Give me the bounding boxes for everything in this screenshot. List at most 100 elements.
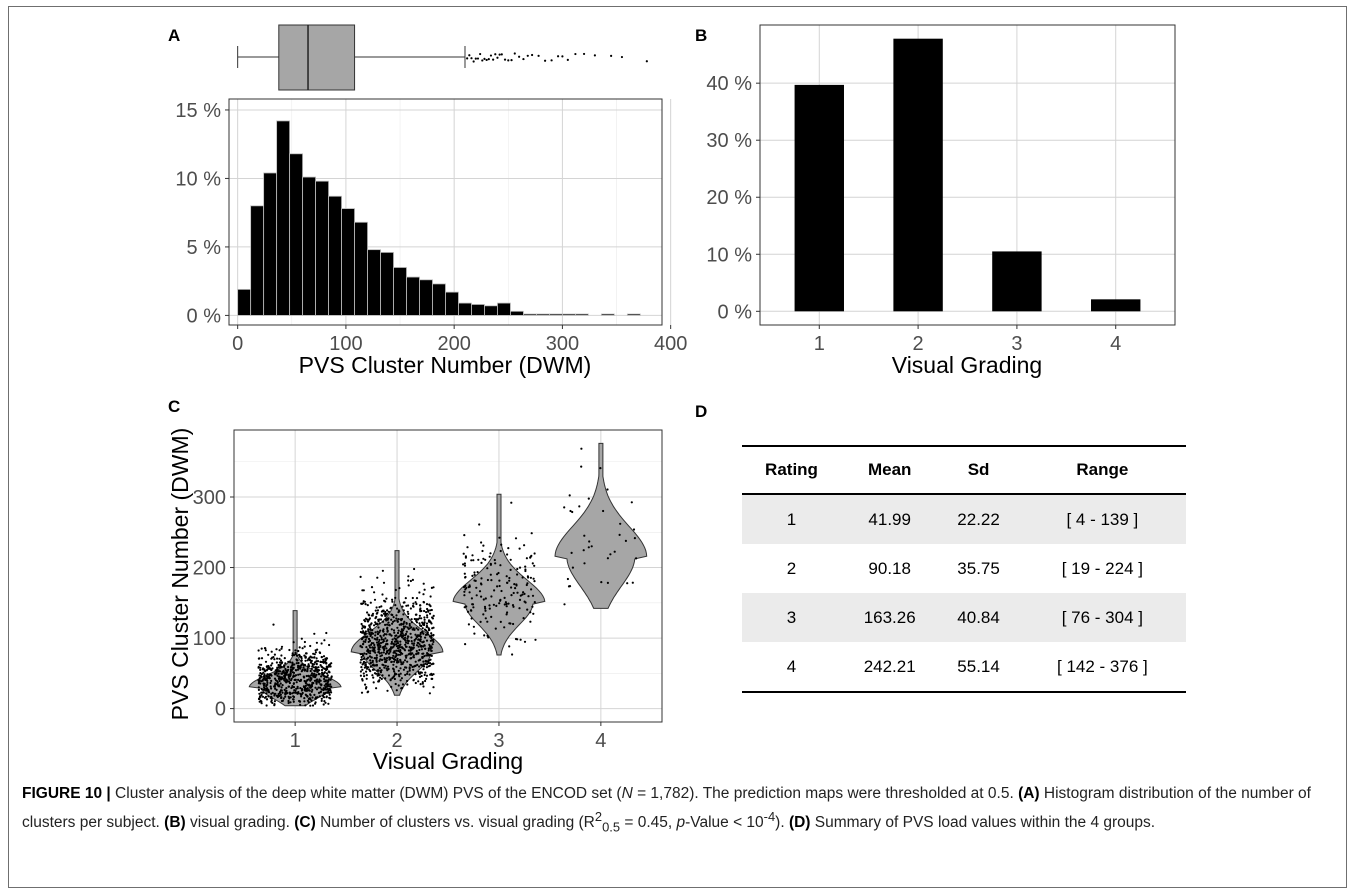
- scatter-point: [326, 666, 329, 669]
- cell-range: [ 142 - 376 ]: [1018, 642, 1186, 693]
- caption-text: ).: [775, 814, 789, 832]
- scatter-point: [492, 603, 495, 606]
- scatter-point: [375, 664, 378, 667]
- scatter-point: [273, 694, 276, 697]
- scatter-point: [425, 677, 428, 680]
- scatter-point: [399, 672, 402, 675]
- scatter-point: [425, 603, 429, 606]
- scatter-point: [376, 674, 379, 677]
- scatter-point: [365, 646, 368, 649]
- caption-text: = 0.45,: [620, 814, 677, 832]
- scatter-point: [270, 695, 273, 698]
- cell-mean: 41.99: [841, 494, 939, 544]
- x-tick-label: 300: [546, 333, 579, 355]
- violin-x-axis-title: Visual Grading: [373, 748, 523, 774]
- scatter-point: [309, 685, 312, 688]
- scatter-point: [370, 656, 373, 659]
- scatter-point: [273, 653, 276, 656]
- scatter-point: [421, 652, 424, 655]
- scatter-point: [526, 608, 529, 611]
- caption-text: Number of clusters vs. visual grading (R: [315, 814, 595, 832]
- scatter-point: [412, 668, 415, 671]
- scatter-point: [287, 660, 290, 663]
- scatter-point: [324, 661, 327, 664]
- scatter-point: [364, 640, 367, 643]
- scatter-point: [389, 606, 393, 609]
- scatter-point: [482, 544, 485, 547]
- scatter-point: [391, 598, 394, 601]
- scatter-point: [523, 544, 526, 547]
- scatter-point: [482, 598, 485, 601]
- scatter-point: [396, 620, 399, 623]
- scatter-point: [260, 657, 264, 660]
- scatter-point: [361, 636, 364, 640]
- outlier-point: [620, 55, 624, 59]
- scatter-point: [396, 626, 399, 629]
- scatter-point: [325, 672, 329, 675]
- scatter-point: [261, 695, 265, 698]
- scatter-point: [273, 700, 276, 703]
- scatter-point: [416, 635, 419, 638]
- scatter-point: [305, 674, 308, 678]
- scatter-point: [323, 667, 326, 670]
- scatter-point: [416, 641, 419, 644]
- scatter-point: [498, 584, 501, 588]
- scatter-point: [274, 687, 277, 690]
- scatter-point: [530, 588, 533, 591]
- cell-mean: 242.21: [841, 642, 939, 693]
- scatter-point: [428, 603, 431, 606]
- scatter-point: [422, 645, 425, 648]
- scatter-point: [500, 543, 503, 546]
- y-tick-label: 10 %: [175, 168, 221, 190]
- scatter-point: [476, 571, 479, 574]
- cell-sd: 55.14: [938, 642, 1019, 693]
- scatter-point: [463, 594, 466, 597]
- scatter-point: [606, 557, 610, 560]
- scatter-point: [364, 603, 367, 606]
- scatter-point: [373, 646, 376, 649]
- scatter-point: [404, 645, 408, 648]
- scatter-point: [369, 665, 372, 668]
- scatter-point: [300, 659, 303, 662]
- scatter-point: [486, 567, 489, 570]
- scatter-point: [400, 617, 404, 621]
- scatter-point: [265, 687, 268, 690]
- scatter-point: [499, 564, 502, 567]
- scatter-point: [412, 665, 416, 668]
- scatter-point: [386, 642, 389, 646]
- scatter-point: [375, 672, 378, 675]
- scatter-point: [531, 594, 535, 597]
- scatter-point: [288, 681, 291, 685]
- scatter-point: [323, 671, 326, 674]
- scatter-point: [411, 596, 414, 600]
- scatter-point: [384, 612, 387, 615]
- scatter-point: [385, 667, 388, 670]
- scatter-point: [273, 677, 277, 680]
- scatter-point: [273, 685, 276, 688]
- scatter-point: [380, 605, 383, 608]
- scatter-point: [385, 650, 389, 653]
- outlier-point: [468, 54, 471, 57]
- scatter-point: [404, 632, 408, 636]
- scatter-point: [321, 666, 324, 669]
- scatter-point: [370, 631, 373, 634]
- scatter-point: [309, 704, 312, 707]
- scatter-point: [522, 617, 525, 620]
- scatter-point: [291, 668, 294, 671]
- scatter-point: [420, 617, 423, 620]
- cell-range: [ 76 - 304 ]: [1018, 593, 1186, 642]
- scatter-point: [385, 619, 388, 622]
- scatter-point: [315, 657, 318, 660]
- scatter-point: [472, 606, 475, 609]
- outlier-point: [610, 54, 613, 57]
- scatter-point: [423, 673, 426, 677]
- scatter-point: [415, 644, 419, 647]
- scatter-point: [505, 575, 508, 578]
- scatter-point: [276, 657, 279, 660]
- outlier-point: [550, 59, 553, 62]
- scatter-point: [304, 684, 307, 687]
- scatter-point: [463, 606, 466, 609]
- scatter-point: [310, 690, 313, 693]
- scatter-point: [429, 653, 432, 657]
- scatter-point: [377, 646, 380, 649]
